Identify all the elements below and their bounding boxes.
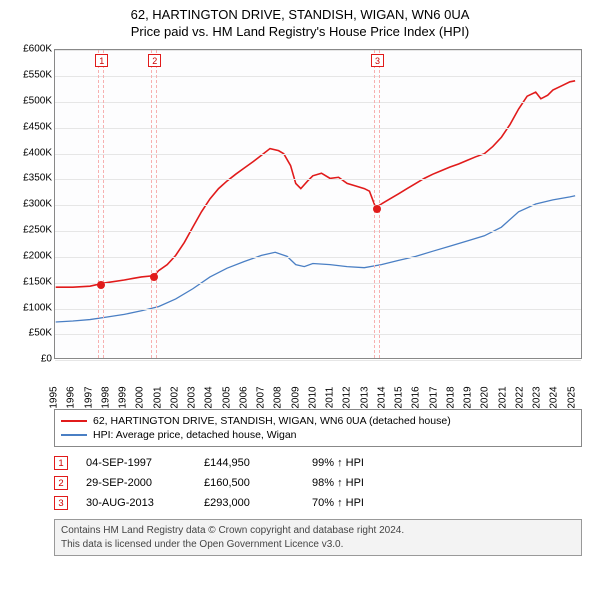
- sale-event-price: £144,950: [204, 457, 294, 469]
- y-tick-label: £300K: [8, 199, 52, 210]
- x-tick-label: 2015: [394, 387, 405, 409]
- x-tick-label: 2018: [445, 387, 456, 409]
- x-tick-label: 2025: [566, 387, 577, 409]
- sale-event-hpi: 99% ↑ HPI: [312, 457, 364, 469]
- x-tick-label: 2009: [290, 387, 301, 409]
- x-tick-label: 2014: [376, 387, 387, 409]
- x-tick-label: 2002: [169, 387, 180, 409]
- gridline: [55, 231, 581, 232]
- y-tick-label: £100K: [8, 302, 52, 313]
- footer-line1: Contains HM Land Registry data © Crown c…: [61, 524, 575, 538]
- y-tick-label: £500K: [8, 95, 52, 106]
- chart-title-line2: Price paid vs. HM Land Registry's House …: [8, 24, 592, 39]
- chart-area: 1 2 3 £0 £50K £100K £150K £200K £250K £300K £350K…: [8, 45, 592, 405]
- y-tick-label: £600K: [8, 44, 52, 55]
- sale-event-row: 1 04-SEP-1997 £144,950 99% ↑ HPI: [54, 453, 582, 473]
- gridline: [55, 205, 581, 206]
- sale-event-marker: 3: [54, 496, 68, 510]
- gridline: [55, 283, 581, 284]
- x-tick-label: 2006: [238, 387, 249, 409]
- y-tick-label: £350K: [8, 173, 52, 184]
- x-tick-label: 2007: [256, 387, 267, 409]
- chart-container: 62, HARTINGTON DRIVE, STANDISH, WIGAN, W…: [0, 0, 600, 564]
- y-tick-label: £450K: [8, 121, 52, 132]
- gridline: [55, 334, 581, 335]
- sale-marker: 2: [148, 54, 161, 67]
- sale-dot: [373, 205, 381, 213]
- sale-event-hpi: 98% ↑ HPI: [312, 477, 364, 489]
- sale-marker: 1: [95, 54, 108, 67]
- sale-event-date: 30-AUG-2013: [86, 497, 186, 509]
- x-tick-label: 2013: [359, 387, 370, 409]
- x-tick-label: 2021: [497, 387, 508, 409]
- y-tick-label: £250K: [8, 225, 52, 236]
- chart-lines: [55, 50, 581, 358]
- sale-dot: [150, 273, 158, 281]
- gridline: [55, 102, 581, 103]
- gridline: [55, 360, 581, 361]
- legend-swatch: [61, 420, 87, 422]
- legend: 62, HARTINGTON DRIVE, STANDISH, WIGAN, W…: [54, 409, 582, 447]
- y-tick-label: £0: [8, 354, 52, 365]
- x-tick-label: 1996: [66, 387, 77, 409]
- x-tick-label: 2000: [135, 387, 146, 409]
- sale-band: [151, 50, 157, 358]
- y-tick-label: £550K: [8, 70, 52, 81]
- sale-event-date: 04-SEP-1997: [86, 457, 186, 469]
- footer-line2: This data is licensed under the Open Gov…: [61, 538, 575, 552]
- y-tick-label: £50K: [8, 328, 52, 339]
- x-tick-label: 2023: [532, 387, 543, 409]
- attribution-footer: Contains HM Land Registry data © Crown c…: [54, 519, 582, 556]
- x-tick-label: 1995: [49, 387, 60, 409]
- sale-marker: 3: [371, 54, 384, 67]
- y-tick-label: £150K: [8, 276, 52, 287]
- gridline: [55, 309, 581, 310]
- sale-event-price: £160,500: [204, 477, 294, 489]
- legend-swatch: [61, 434, 87, 436]
- sale-event-date: 29-SEP-2000: [86, 477, 186, 489]
- sale-event-marker: 1: [54, 456, 68, 470]
- legend-item: HPI: Average price, detached house, Wiga…: [61, 428, 575, 442]
- x-tick-label: 2022: [514, 387, 525, 409]
- x-tick-label: 1999: [118, 387, 129, 409]
- x-tick-label: 2016: [411, 387, 422, 409]
- x-tick-label: 2005: [221, 387, 232, 409]
- gridline: [55, 257, 581, 258]
- x-tick-label: 2012: [342, 387, 353, 409]
- x-tick-label: 2020: [480, 387, 491, 409]
- x-tick-label: 2003: [187, 387, 198, 409]
- x-tick-label: 2019: [463, 387, 474, 409]
- x-tick-label: 2011: [325, 387, 336, 409]
- plot-area: 1 2 3: [54, 49, 582, 359]
- gridline: [55, 50, 581, 51]
- x-tick-label: 1998: [100, 387, 111, 409]
- gridline: [55, 76, 581, 77]
- sale-event-hpi: 70% ↑ HPI: [312, 497, 364, 509]
- x-tick-label: 2010: [307, 387, 318, 409]
- sale-band: [98, 50, 104, 358]
- legend-item: 62, HARTINGTON DRIVE, STANDISH, WIGAN, W…: [61, 414, 575, 428]
- sale-event-marker: 2: [54, 476, 68, 490]
- series-line: [56, 196, 575, 322]
- x-tick-label: 1997: [83, 387, 94, 409]
- legend-label: 62, HARTINGTON DRIVE, STANDISH, WIGAN, W…: [93, 415, 451, 427]
- sale-event-row: 3 30-AUG-2013 £293,000 70% ↑ HPI: [54, 493, 582, 513]
- y-tick-label: £400K: [8, 147, 52, 158]
- chart-title-line1: 62, HARTINGTON DRIVE, STANDISH, WIGAN, W…: [8, 6, 592, 24]
- sale-events-list: 1 04-SEP-1997 £144,950 99% ↑ HPI 2 29-SEP-200…: [54, 453, 582, 513]
- sale-dot: [97, 281, 105, 289]
- x-tick-label: 2024: [549, 387, 560, 409]
- gridline: [55, 128, 581, 129]
- x-tick-label: 2001: [152, 387, 163, 409]
- gridline: [55, 154, 581, 155]
- x-tick-label: 2017: [428, 387, 439, 409]
- sale-event-row: 2 29-SEP-2000 £160,500 98% ↑ HPI: [54, 473, 582, 493]
- x-tick-label: 2008: [273, 387, 284, 409]
- legend-label: HPI: Average price, detached house, Wiga…: [93, 429, 297, 441]
- y-tick-label: £200K: [8, 250, 52, 261]
- x-tick-label: 2004: [204, 387, 215, 409]
- sale-event-price: £293,000: [204, 497, 294, 509]
- gridline: [55, 179, 581, 180]
